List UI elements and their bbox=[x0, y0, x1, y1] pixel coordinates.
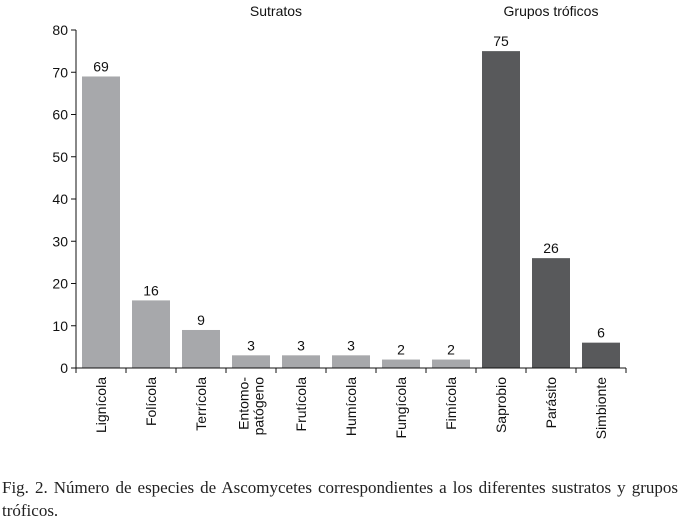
bar bbox=[132, 300, 170, 368]
data-label: 3 bbox=[247, 337, 255, 353]
bar bbox=[482, 51, 520, 368]
data-label: 69 bbox=[93, 58, 109, 74]
bar bbox=[432, 359, 470, 368]
x-tick-label: Lignícola bbox=[93, 377, 109, 433]
x-tick-label: Fungícola bbox=[393, 377, 409, 439]
group-label: Grupos tróficos bbox=[504, 3, 599, 19]
bar bbox=[582, 342, 620, 368]
y-axis: 0 10 20 30 40 50 60 70 80 bbox=[52, 22, 77, 376]
bar bbox=[232, 355, 270, 368]
bar bbox=[282, 355, 320, 368]
y-tick-label: 10 bbox=[52, 318, 68, 334]
data-label: 2 bbox=[447, 342, 455, 358]
x-tick-label: Parásito bbox=[543, 377, 559, 429]
x-tick-label: Humícola bbox=[343, 377, 359, 436]
value-labels: 69 16 9 3 3 3 2 2 75 26 6 bbox=[93, 33, 605, 357]
bar bbox=[182, 329, 220, 368]
data-label: 26 bbox=[543, 240, 559, 256]
x-axis: Lignícola Folícola Terrícola Entomo-patógen… bbox=[75, 367, 627, 439]
x-tick-label: Fimícola bbox=[443, 377, 459, 430]
bar bbox=[532, 258, 570, 368]
bar bbox=[332, 355, 370, 368]
x-tick-label: Entomo-patógeno bbox=[236, 377, 267, 436]
group-labels: Sutratos Grupos tróficos bbox=[250, 3, 599, 19]
y-tick-label: 80 bbox=[52, 22, 68, 38]
x-tick-label: Folícola bbox=[143, 377, 159, 426]
bar bbox=[82, 76, 120, 368]
data-label: 6 bbox=[597, 325, 605, 341]
y-tick-label: 60 bbox=[52, 107, 68, 123]
figure-caption: Fig. 2. Número de especies de Ascomycete… bbox=[2, 478, 678, 520]
data-label: 75 bbox=[493, 33, 509, 49]
group-label: Sutratos bbox=[250, 3, 302, 19]
data-label: 3 bbox=[347, 337, 355, 353]
data-label: 2 bbox=[397, 342, 405, 358]
y-tick-label: 50 bbox=[52, 149, 68, 165]
bars bbox=[82, 51, 620, 368]
data-label: 16 bbox=[143, 282, 159, 298]
y-tick-label: 30 bbox=[52, 233, 68, 249]
y-tick-label: 20 bbox=[52, 276, 68, 292]
x-tick-label: Frutícola bbox=[293, 377, 309, 432]
x-tick-label: Saprobio bbox=[493, 377, 509, 433]
y-tick-label: 0 bbox=[60, 360, 68, 376]
bar bbox=[382, 359, 420, 368]
y-tick-label: 70 bbox=[52, 64, 68, 80]
data-label: 3 bbox=[297, 337, 305, 353]
x-tick-label: Terrícola bbox=[193, 377, 209, 431]
data-label: 9 bbox=[197, 312, 205, 328]
y-tick-label: 40 bbox=[52, 191, 68, 207]
x-tick-label: Simbionte bbox=[593, 377, 609, 439]
